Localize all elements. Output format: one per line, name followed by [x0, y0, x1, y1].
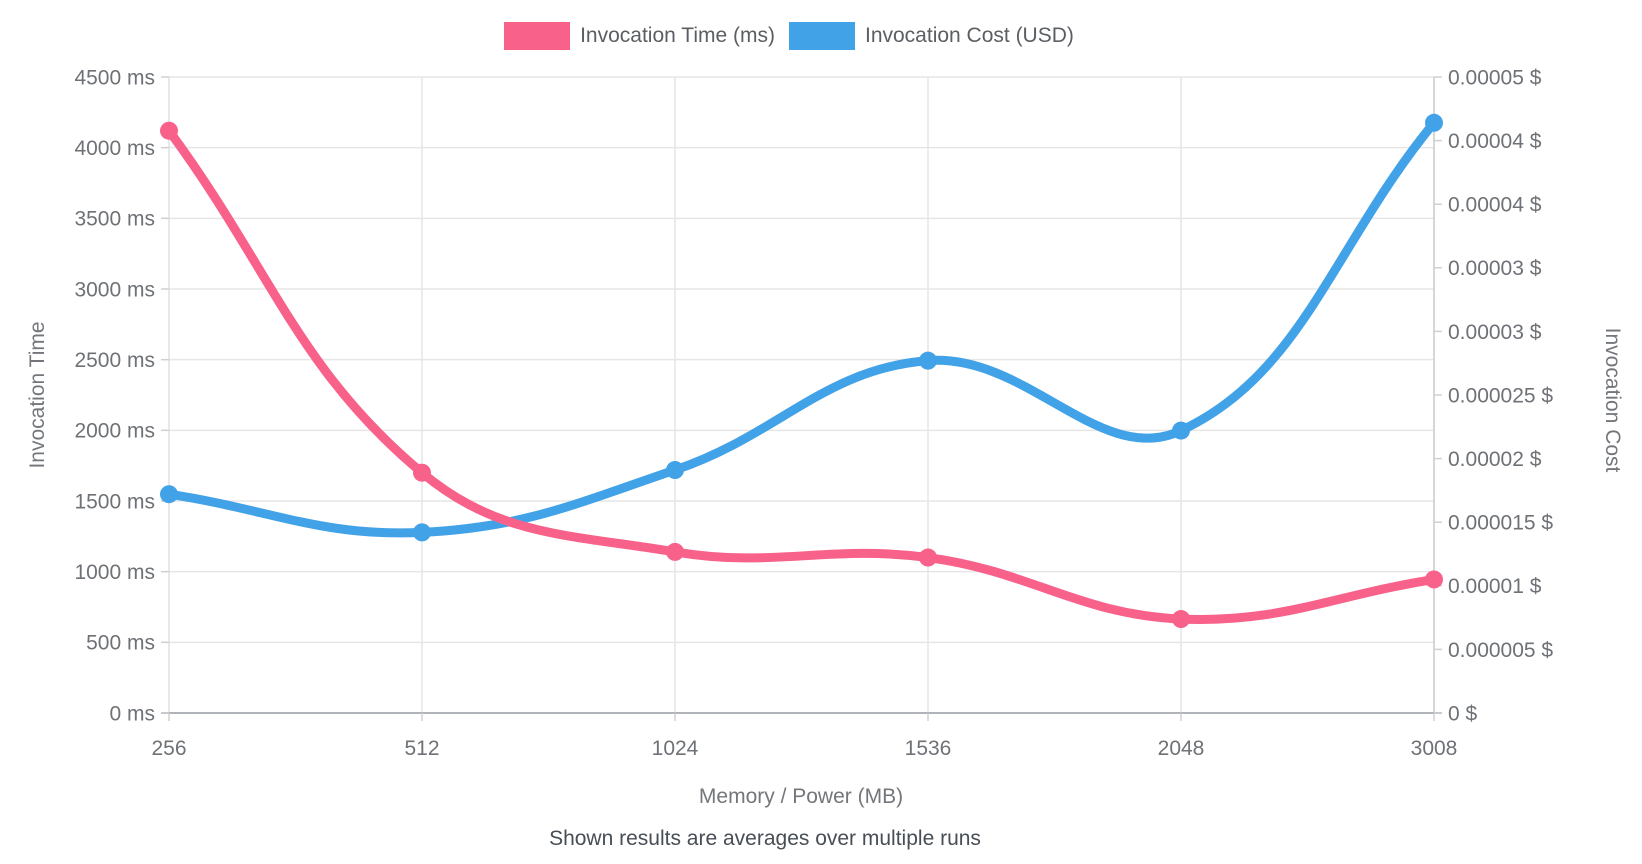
x-axis-title: Memory / Power (MB)	[698, 785, 904, 808]
cost-series-point-3008[interactable]	[1425, 113, 1443, 132]
y-left-tick-label: 4000 ms	[74, 137, 155, 160]
time-series-line	[164, 126, 1439, 624]
time-series-point-1024[interactable]	[666, 542, 684, 561]
time-series-point-256[interactable]	[160, 121, 178, 140]
legend-label-invocation-cost: Invocation Cost (USD)	[864, 24, 1074, 47]
time-series	[160, 121, 1443, 629]
y-right-tick-label: 0.000005 $	[1448, 639, 1553, 662]
y-right-tick-label: 0.000025 $	[1448, 384, 1553, 407]
y-right-tick-label: 0.00005 $	[1448, 66, 1542, 89]
y-right-tick-label: 0.00002 $	[1448, 448, 1542, 471]
x-tick-label: 2048	[1158, 737, 1205, 760]
gridlines	[161, 76, 1442, 714]
time-series-point-1536[interactable]	[919, 548, 937, 567]
y-left-tick-label: 2000 ms	[74, 420, 155, 443]
time-series-point-512[interactable]	[413, 463, 431, 482]
cost-series-point-2048[interactable]	[1172, 421, 1190, 440]
y-left-tick-label: 0 ms	[109, 702, 155, 725]
time-series-point-3008[interactable]	[1425, 570, 1443, 589]
legend-label-invocation-time: Invocation Time (ms)	[580, 24, 775, 47]
x-tick-label: 512	[404, 737, 439, 760]
y-left-tick-label: 500 ms	[86, 632, 155, 655]
y-left-tick-label: 1000 ms	[74, 561, 155, 584]
invocation-time-swatch-icon	[504, 22, 571, 50]
x-tick-label: 1536	[905, 737, 952, 760]
y-right-tick-label: 0.00004 $	[1448, 130, 1542, 153]
cost-series-line	[164, 118, 1439, 538]
cost-series-point-512[interactable]	[413, 523, 431, 542]
chart-subtitle: Shown results are averages over multiple…	[549, 827, 981, 850]
axis-tick-labels: 4500 ms 4000 ms 3500 ms 3000 ms 2500 ms 2000 …	[74, 66, 1553, 760]
y-right-tick-label: 0.00003 $	[1448, 321, 1542, 344]
y-right-tick-label: 0.00001 $	[1448, 575, 1542, 598]
y-right-tick-label: 0.00003 $	[1448, 257, 1542, 280]
legend-item-invocation-time[interactable]: Invocation Time (ms)	[504, 22, 775, 50]
x-tick-label: 256	[151, 737, 186, 760]
y-right-tick-label: 0 $	[1448, 702, 1478, 725]
y-right-tick-label: 0.00004 $	[1448, 194, 1542, 217]
time-series-point-2048[interactable]	[1172, 610, 1190, 629]
y-right-tick-label: 0.000015 $	[1448, 512, 1553, 535]
x-tick-label: 1024	[652, 737, 699, 760]
cost-series-point-1024[interactable]	[666, 461, 684, 480]
invocation-cost-swatch-icon	[788, 22, 855, 50]
y-left-tick-label: 3000 ms	[74, 278, 155, 301]
y-left-tick-label: 1500 ms	[74, 490, 155, 513]
x-tick-label: 3008	[1411, 737, 1458, 760]
y-left-tick-label: 4500 ms	[74, 66, 155, 89]
cost-series-point-1536[interactable]	[919, 351, 937, 370]
y-left-tick-label: 3500 ms	[74, 208, 155, 231]
legend-item-invocation-cost[interactable]: Invocation Cost (USD)	[788, 22, 1074, 50]
chart-legend: Invocation Time (ms) Invocation Cost (US…	[0, 22, 1578, 50]
y-left-tick-label: 2500 ms	[74, 349, 155, 372]
cost-series-point-256[interactable]	[160, 485, 178, 504]
cost-series	[160, 113, 1443, 542]
